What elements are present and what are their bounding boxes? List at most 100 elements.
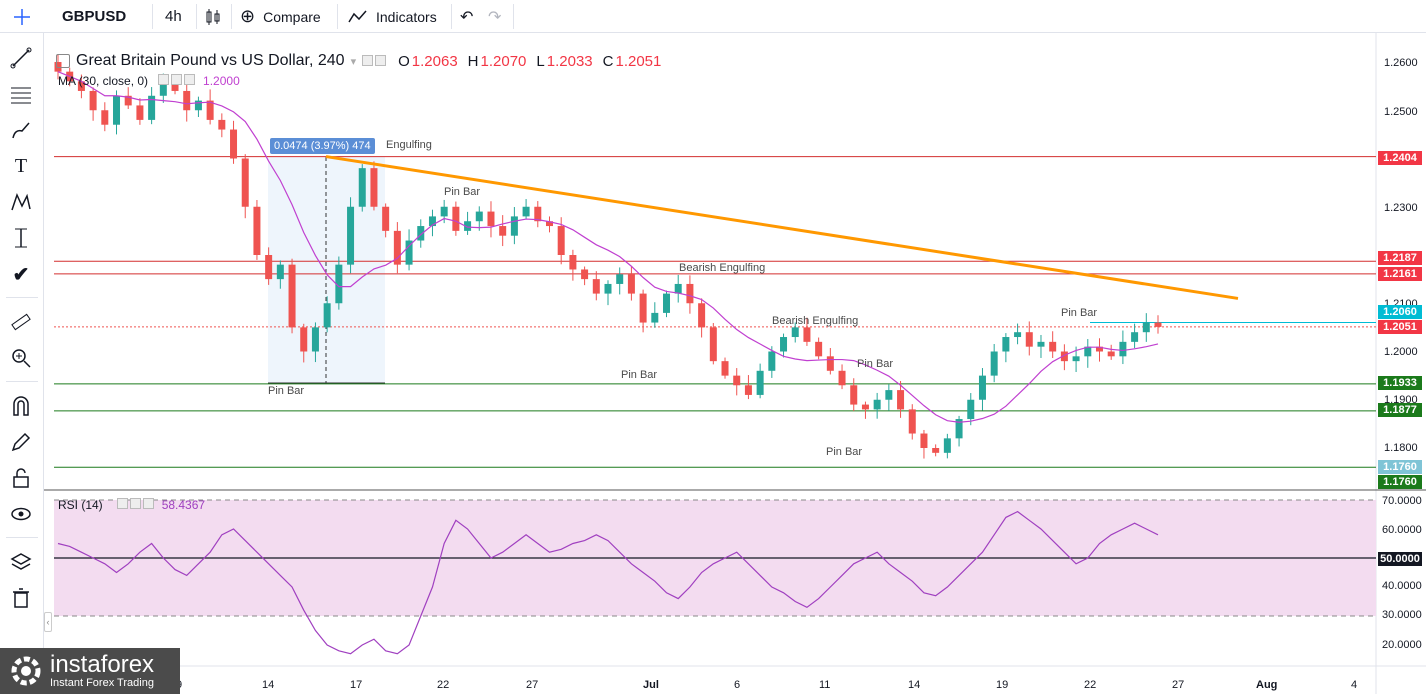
candle-body	[756, 370, 764, 395]
sidebar-collapse-handle[interactable]: ‹	[44, 612, 52, 632]
candle-body	[663, 293, 671, 313]
candle-body	[978, 375, 986, 400]
ma-line	[57, 71, 1159, 423]
candle-body	[616, 274, 624, 284]
candle-body	[967, 399, 975, 420]
price-tag: 1.2051	[1378, 320, 1422, 334]
horizontal-lines-icon[interactable]	[8, 81, 34, 107]
candle-body	[510, 216, 518, 236]
price-tag: 1.2187	[1378, 251, 1422, 265]
candle-body	[1049, 341, 1057, 352]
candle-body	[358, 168, 366, 207]
time-axis-label: Aug	[1256, 679, 1278, 691]
candle-body	[627, 274, 635, 294]
price-tag: 1.2060	[1378, 305, 1422, 319]
price-axis-label: 1.2000	[1384, 346, 1418, 358]
logo-tagline: Instant Forex Trading	[50, 677, 154, 689]
candle-body	[370, 168, 378, 207]
candle-body	[1025, 332, 1033, 347]
ma-settings-icon[interactable]	[158, 74, 197, 88]
zoom-icon[interactable]	[8, 345, 34, 371]
candle-body	[897, 390, 905, 410]
candle-body	[791, 327, 799, 338]
legend-settings-icon[interactable]	[362, 53, 388, 70]
candle-body	[159, 81, 167, 96]
close-label: C	[602, 52, 614, 70]
open-value: 1.2063	[411, 52, 458, 70]
eye-icon[interactable]	[8, 501, 34, 527]
candle-body	[744, 385, 752, 395]
pattern-label: Engulfing	[386, 139, 432, 151]
trend-line-icon[interactable]	[8, 45, 34, 71]
candle-body	[955, 419, 963, 439]
candle-body	[1084, 346, 1092, 357]
candle-body	[1002, 337, 1010, 352]
candle-body	[393, 230, 401, 265]
candle-body	[440, 206, 448, 217]
legend-dropdown-icon[interactable]: ▾	[350, 55, 357, 68]
logo-brand: instaforex	[50, 651, 155, 678]
candle-body	[171, 81, 179, 91]
text-icon[interactable]: T	[14, 154, 28, 177]
candle-body	[815, 341, 823, 357]
trash-icon[interactable]	[8, 585, 34, 611]
checkmark-icon[interactable]: ✔	[12, 263, 30, 286]
candle-body	[651, 312, 659, 323]
rsi-settings-icon[interactable]	[116, 498, 156, 512]
legend-title[interactable]: Great Britain Pound vs US Dollar, 240	[76, 52, 345, 69]
ruler-icon[interactable]	[8, 309, 34, 335]
candle-body	[873, 399, 881, 410]
pattern-label: Pin Bar	[1061, 307, 1098, 319]
magnet-icon[interactable]	[8, 393, 34, 419]
candle-body	[686, 283, 694, 304]
rsi-axis-label: 40.0000	[1382, 580, 1422, 592]
pattern-label: Bearish Engulfing	[679, 262, 766, 274]
candle-body	[908, 409, 916, 434]
rsi-axis-label: 60.0000	[1382, 524, 1422, 536]
candle-body	[885, 390, 893, 400]
draw-mode-icon[interactable]	[8, 429, 34, 455]
price-axis-label: 1.2600	[1384, 57, 1418, 69]
brush-icon[interactable]	[8, 117, 34, 143]
candle-body	[1072, 356, 1080, 362]
compare-button[interactable]: ⊕ Compare	[240, 0, 321, 33]
candle-body	[569, 255, 577, 270]
layers-icon[interactable]	[8, 549, 34, 575]
undo-icon[interactable]: ↶	[460, 8, 474, 26]
indicators-label: Indicators	[376, 8, 437, 25]
pattern-label: Pin Bar	[621, 369, 658, 381]
candle-body	[464, 221, 472, 231]
ma-legend-label[interactable]: MA (30, close, 0)	[58, 74, 149, 88]
low-label: L	[536, 52, 545, 70]
rsi-axis-label: 30.0000	[1382, 609, 1422, 621]
candle-body	[1154, 322, 1162, 327]
candle-body	[581, 269, 589, 280]
ma-legend-value: 1.2000	[203, 74, 240, 88]
high-label: H	[467, 52, 479, 70]
compare-icon: ⊕	[240, 6, 256, 26]
symbol-search[interactable]: GBPUSD	[62, 8, 127, 25]
pattern-label: Pin Bar	[444, 186, 481, 198]
pattern-label: Bearish Engulfing	[772, 315, 859, 327]
candle-body	[335, 264, 343, 304]
candle-body	[417, 226, 425, 241]
time-axis-label: 27	[526, 679, 539, 691]
crosshair-icon[interactable]	[10, 0, 34, 33]
price-axis-label: 1.2500	[1384, 106, 1418, 118]
candle-body	[674, 283, 682, 294]
redo-icon[interactable]: ↷	[488, 8, 502, 26]
candle-body	[206, 100, 214, 120]
indicators-button[interactable]: Indicators	[348, 0, 437, 33]
pattern-label: Pin Bar	[857, 358, 894, 370]
lock-icon[interactable]	[8, 465, 34, 491]
rsi-legend-label[interactable]: RSI (14)	[58, 498, 103, 512]
candle-body	[709, 327, 717, 362]
price-axis-label: 1.2300	[1384, 202, 1418, 214]
pattern-icon[interactable]	[8, 189, 34, 215]
candle-body	[522, 206, 530, 217]
measure-icon[interactable]	[8, 225, 34, 251]
candles-icon[interactable]	[203, 0, 223, 33]
rsi-legend: RSI (14) 58.4367	[58, 498, 205, 512]
interval-selector[interactable]: 4h	[165, 8, 182, 25]
